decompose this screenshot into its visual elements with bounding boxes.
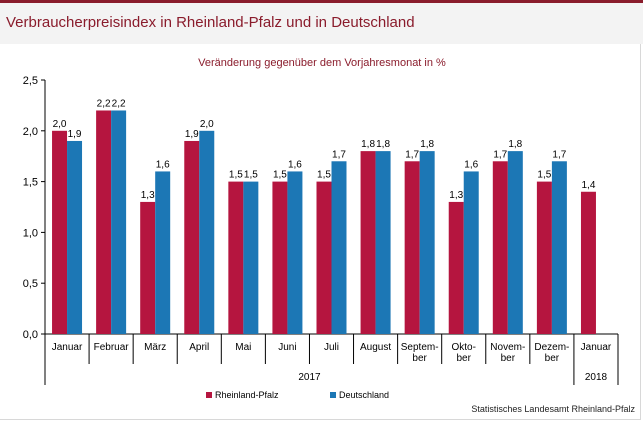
bar-rheinland-pfalz: [96, 110, 112, 334]
data-label: 1,6: [156, 159, 170, 170]
x-tick-label: Juli: [324, 342, 339, 353]
bar-deutschland: [375, 151, 391, 334]
data-label: 1,5: [229, 170, 243, 181]
legend-swatch: [330, 392, 336, 398]
x-tick-label: April: [189, 342, 209, 353]
data-label: 1,5: [244, 170, 258, 181]
data-label: 1,3: [449, 190, 463, 201]
bar-rheinland-pfalz: [52, 130, 68, 334]
x-tick-label: August: [360, 342, 391, 353]
legend-label: Deutschland: [339, 390, 389, 400]
data-label: 1,6: [288, 159, 302, 170]
bar-deutschland: [243, 181, 259, 334]
y-tick-label: 0,5: [23, 278, 38, 290]
y-tick-label: 0,0: [23, 329, 38, 341]
data-label: 1,8: [508, 139, 522, 150]
bar-deutschland: [67, 140, 83, 334]
x-tick-label: März: [144, 342, 166, 353]
legend-label: Rheinland-Pfalz: [215, 390, 279, 400]
bar-rheinland-pfalz: [536, 181, 552, 334]
data-label: 1,7: [493, 149, 507, 160]
data-label: 1,5: [537, 170, 551, 181]
x-tick-label: Februar: [94, 342, 130, 353]
x-tick-label: ber: [545, 353, 560, 364]
data-label: 2,2: [112, 98, 126, 109]
bar-rheinland-pfalz: [580, 191, 596, 334]
x-tick-label: Okto-: [452, 342, 476, 353]
bar-deutschland: [331, 161, 347, 334]
page-title: Verbraucherpreisindex in Rheinland-Pfalz…: [6, 14, 415, 31]
data-label: 1,7: [405, 149, 419, 160]
data-label: 1,4: [582, 180, 596, 191]
bar-rheinland-pfalz: [228, 181, 244, 334]
data-label: 1,9: [185, 129, 199, 140]
bar-deutschland: [463, 171, 479, 334]
data-label: 1,9: [68, 129, 82, 140]
data-label: 1,8: [376, 139, 390, 150]
title-band: Verbraucherpreisindex in Rheinland-Pfalz…: [0, 3, 643, 44]
bar-rheinland-pfalz: [492, 161, 508, 334]
data-label: 1,6: [464, 159, 478, 170]
bar-deutschland: [199, 130, 215, 334]
bar-deutschland: [419, 151, 435, 334]
chart-frame: [0, 44, 641, 420]
data-label: 2,2: [97, 98, 111, 109]
bar-deutschland: [507, 151, 523, 334]
x-tick-label: Januar: [581, 342, 612, 353]
x-tick-label: ber: [412, 353, 427, 364]
data-label: 1,5: [317, 170, 331, 181]
x-tick-label: Juni: [278, 342, 296, 353]
x-tick-label: Novem-: [490, 342, 525, 353]
source-note: Statistisches Landesamt Rheinland-Pfalz: [471, 404, 635, 414]
x-tick-label: Mai: [235, 342, 251, 353]
x-tick-label: Januar: [52, 342, 83, 353]
bar-deutschland: [111, 110, 127, 334]
data-label: 2,0: [53, 119, 67, 130]
year-group-label: 2018: [585, 372, 608, 383]
x-tick-label: ber: [501, 353, 516, 364]
data-label: 1,5: [273, 170, 287, 181]
bar-rheinland-pfalz: [272, 181, 288, 334]
data-label: 1,7: [552, 149, 566, 160]
data-label: 2,0: [200, 119, 214, 130]
bar-deutschland: [155, 171, 171, 334]
y-tick-label: 1,0: [23, 227, 38, 239]
x-tick-label: Dezem-: [534, 342, 569, 353]
bar-rheinland-pfalz: [448, 201, 464, 334]
x-tick-label: ber: [457, 353, 472, 364]
y-tick-label: 2,0: [23, 126, 38, 138]
bar-deutschland: [287, 171, 303, 334]
bar-rheinland-pfalz: [360, 151, 376, 334]
legend-swatch: [206, 392, 212, 398]
chart-subtitle: Veränderung gegenüber dem Vorjahresmonat…: [198, 57, 446, 69]
y-tick-label: 2,5: [23, 75, 38, 87]
year-group-label: 2017: [298, 372, 321, 383]
x-tick-label: Septem-: [401, 342, 439, 353]
bar-rheinland-pfalz: [184, 140, 200, 334]
bar-rheinland-pfalz: [140, 201, 156, 334]
data-label: 1,3: [141, 190, 155, 201]
data-label: 1,7: [332, 149, 346, 160]
bar-rheinland-pfalz: [316, 181, 332, 334]
top-accent-rule: [0, 0, 643, 3]
bar-deutschland: [551, 161, 567, 334]
data-label: 1,8: [420, 139, 434, 150]
data-label: 1,8: [361, 139, 375, 150]
bar-rheinland-pfalz: [404, 161, 420, 334]
y-tick-label: 1,5: [23, 177, 38, 189]
